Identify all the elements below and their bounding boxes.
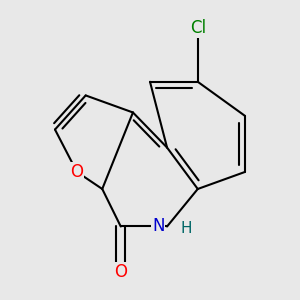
Text: Cl: Cl — [190, 19, 206, 37]
Text: O: O — [114, 263, 127, 281]
Text: N: N — [152, 218, 165, 236]
Text: H: H — [181, 221, 192, 236]
Text: O: O — [70, 163, 83, 181]
